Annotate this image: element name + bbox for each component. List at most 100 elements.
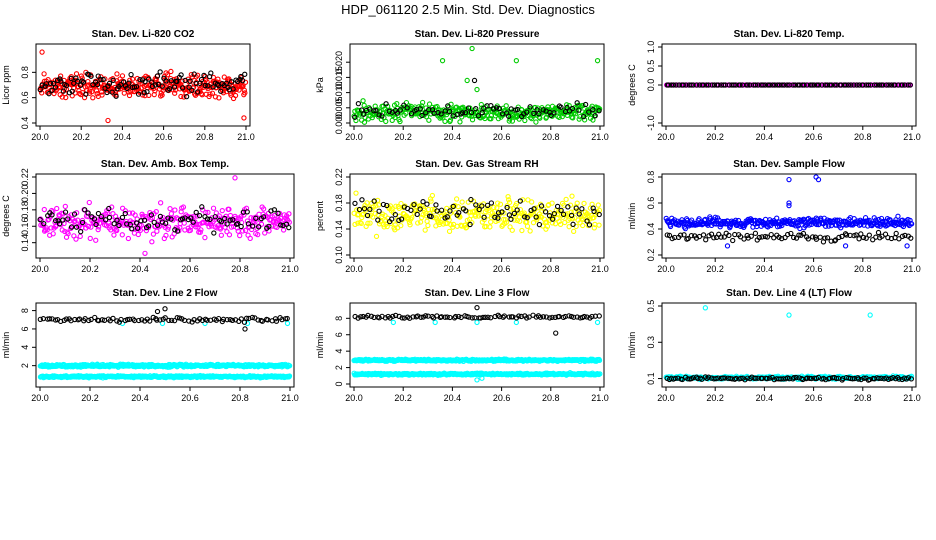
data-point bbox=[590, 107, 596, 113]
data-point bbox=[475, 113, 482, 119]
data-point bbox=[240, 78, 246, 84]
data-point bbox=[893, 230, 899, 237]
data-point bbox=[503, 103, 509, 109]
data-point bbox=[60, 88, 67, 94]
data-point bbox=[47, 80, 54, 86]
data-point bbox=[46, 91, 52, 97]
data-point bbox=[242, 90, 248, 96]
data-point bbox=[703, 237, 709, 243]
data-point bbox=[576, 107, 582, 113]
data-point bbox=[226, 76, 232, 82]
data-point bbox=[596, 108, 602, 114]
data-point bbox=[174, 78, 180, 85]
data-point bbox=[419, 112, 425, 119]
data-point bbox=[78, 229, 84, 235]
data-point bbox=[98, 76, 104, 83]
y-tick-label: 0.5 bbox=[646, 60, 656, 73]
x-tick-label: 20.6 bbox=[155, 132, 173, 142]
x-tick-label: 20.4 bbox=[114, 132, 132, 142]
data-point bbox=[439, 58, 446, 64]
data-point bbox=[404, 105, 410, 111]
y-tick-label: 1.0 bbox=[646, 41, 656, 54]
data-point bbox=[182, 77, 188, 84]
data-point bbox=[425, 222, 431, 229]
data-point bbox=[513, 319, 520, 326]
data-point bbox=[423, 110, 429, 116]
data-point bbox=[552, 105, 558, 111]
data-point bbox=[119, 232, 125, 238]
data-point bbox=[58, 78, 64, 84]
data-point bbox=[125, 235, 132, 242]
plot-title: Stan. Dev. Li-820 CO2 bbox=[92, 29, 195, 40]
data-point bbox=[581, 200, 587, 207]
data-point bbox=[90, 95, 96, 101]
data-point bbox=[168, 211, 175, 217]
data-point bbox=[563, 196, 569, 203]
x-tick-label: 20.2 bbox=[394, 393, 412, 403]
data-point bbox=[558, 104, 564, 110]
data-point bbox=[401, 102, 407, 108]
data-point bbox=[119, 73, 126, 79]
data-point bbox=[154, 308, 161, 315]
data-point bbox=[422, 227, 428, 233]
data-point bbox=[232, 92, 239, 99]
data-point bbox=[478, 101, 484, 108]
data-point bbox=[426, 117, 432, 123]
plot-title: Stan. Dev. Amb. Box Temp. bbox=[101, 159, 229, 170]
data-point bbox=[286, 224, 292, 231]
data-point bbox=[447, 117, 454, 123]
data-point bbox=[786, 176, 792, 183]
data-point bbox=[397, 107, 403, 113]
data-point bbox=[529, 199, 535, 205]
data-point bbox=[238, 73, 244, 80]
data-point bbox=[210, 84, 216, 90]
data-point bbox=[39, 49, 45, 55]
data-point bbox=[201, 80, 208, 86]
x-tick-label: 20.0 bbox=[657, 264, 675, 274]
data-point bbox=[216, 95, 222, 101]
data-point bbox=[162, 306, 168, 312]
plot-panel-3: Stan. Dev. Li-820 Temp.degrees C20.0 20.2… bbox=[627, 29, 921, 142]
data-point bbox=[527, 104, 533, 110]
y-tick-label: 0 bbox=[334, 381, 344, 386]
data-point bbox=[178, 72, 184, 78]
x-tick-label: 20.8 bbox=[854, 132, 872, 142]
x-tick-label: 20.0 bbox=[345, 264, 363, 274]
data-point bbox=[113, 93, 119, 99]
data-point bbox=[152, 82, 159, 88]
data-point bbox=[471, 77, 478, 84]
data-point bbox=[194, 89, 201, 95]
data-point bbox=[73, 71, 80, 77]
data-point bbox=[533, 119, 539, 125]
data-point bbox=[237, 232, 243, 239]
data-point bbox=[417, 106, 423, 112]
data-point bbox=[227, 212, 234, 219]
x-tick-label: 20.8 bbox=[854, 393, 872, 403]
data-point bbox=[360, 98, 366, 104]
x-tick-label: 20.8 bbox=[231, 264, 249, 274]
y-tick-label: 8 bbox=[334, 316, 344, 321]
data-point bbox=[581, 113, 587, 120]
data-point bbox=[553, 330, 559, 336]
data-point bbox=[109, 89, 115, 95]
figure-title: HDP_061120 2.5 Min. Std. Dev. Diagnostic… bbox=[341, 2, 595, 17]
data-point bbox=[576, 116, 582, 122]
data-point bbox=[181, 94, 187, 100]
data-point bbox=[171, 84, 178, 90]
plot-title: Stan. Dev. Li-820 Pressure bbox=[415, 29, 540, 40]
data-point bbox=[180, 78, 186, 84]
x-tick-label: 20.2 bbox=[81, 393, 99, 403]
data-point bbox=[474, 304, 480, 311]
data-point bbox=[534, 107, 540, 113]
data-point bbox=[481, 105, 487, 111]
data-point bbox=[867, 312, 873, 318]
y-tick-label: -1.0 bbox=[646, 115, 656, 131]
data-point bbox=[105, 117, 111, 124]
x-tick-label: 20.6 bbox=[493, 264, 511, 274]
data-point bbox=[373, 108, 379, 114]
data-point bbox=[488, 103, 494, 109]
data-point bbox=[178, 93, 184, 100]
plot-title: Stan. Dev. Line 3 Flow bbox=[425, 288, 530, 299]
data-point bbox=[207, 91, 213, 97]
x-tick-label: 20.8 bbox=[542, 264, 560, 274]
